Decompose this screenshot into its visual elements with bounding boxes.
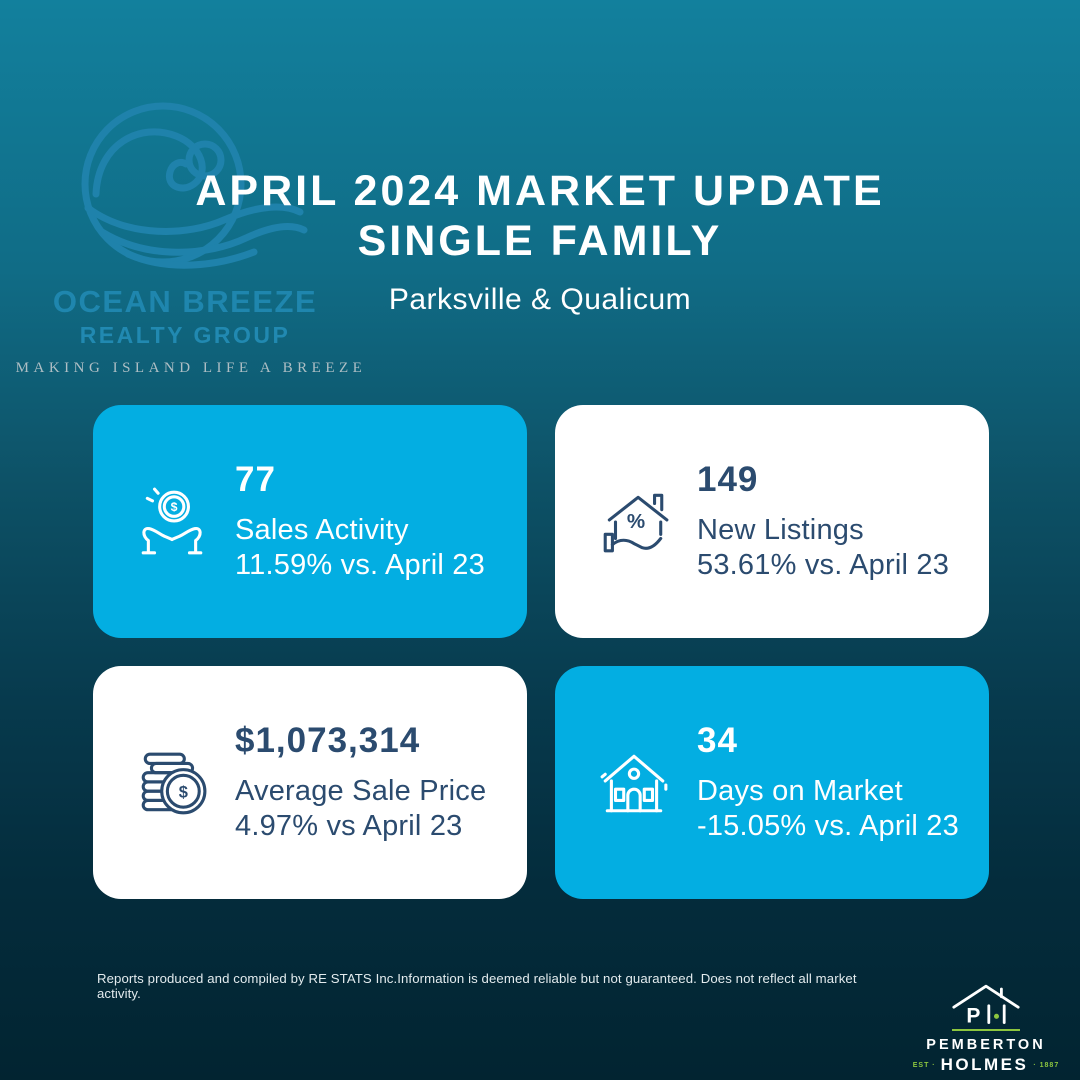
brand-name: OCEAN BREEZE	[52, 284, 318, 319]
stat-value: $1,073,314	[235, 721, 421, 760]
brand-subname: REALTY GROUP	[79, 322, 291, 348]
green-rule	[952, 1029, 1020, 1031]
est-text: EST ·	[912, 1061, 936, 1069]
stat-value: 77	[235, 460, 276, 499]
stat-card-days-on-market: 34 Days on Market -15.05% vs. April 23	[555, 666, 989, 899]
stat-change: 11.59% vs. April 23	[235, 549, 485, 581]
pemberton-text: PEMBERTON	[926, 1037, 1046, 1053]
stat-label: New Listings	[697, 514, 864, 546]
stat-card-average-sale-price: $ $1,073,314 Average Sale Price 4.97% vs…	[93, 666, 527, 899]
header: APRIL 2024 MARKET UPDATE SINGLE FAMILY P…	[0, 166, 1080, 317]
coin-stack-icon: $	[135, 744, 209, 822]
brand-tagline: MAKING ISLAND LIFE A BREEZE	[15, 360, 367, 376]
ocean-breeze-wave-logo-icon	[81, 102, 308, 269]
disclaimer-text: Reports produced and compiled by RE STAT…	[97, 971, 857, 1001]
stat-card-sales-activity: $ 77 Sales Activity 11.59% vs. April 23	[93, 405, 527, 638]
page-subtitle: Parksville & Qualicum	[388, 283, 692, 316]
stat-value: 149	[697, 460, 759, 499]
stat-label: Average Sale Price	[235, 775, 487, 807]
page-title-line2: SINGLE FAMILY	[357, 217, 723, 265]
stat-label: Sales Activity	[235, 514, 409, 546]
svg-text:$: $	[179, 783, 188, 801]
pemberton-holmes-logo: P PEMBERTON EST · HOLMES · 1887 REAL EST…	[906, 980, 1066, 1080]
stat-cards-grid: $ 77 Sales Activity 11.59% vs. April 23	[93, 405, 989, 899]
stat-change: 4.97% vs April 23	[235, 810, 463, 842]
pemberton-house-mark-icon: P	[952, 984, 1020, 1026]
holmes-text: HOLMES	[940, 1055, 1029, 1074]
mark-letter-p: P	[966, 1005, 980, 1026]
stat-change: -15.05% vs. April 23	[697, 810, 959, 842]
svg-text:$: $	[171, 500, 178, 514]
stat-label: Days on Market	[697, 775, 903, 807]
house-icon	[597, 744, 671, 822]
stat-change: 53.61% vs. April 23	[697, 549, 950, 581]
hands-holding-coin-icon: $	[135, 483, 209, 561]
real-estate-text: REAL ESTATE	[906, 1078, 1066, 1080]
stat-card-new-listings: % 149 New Listings 53.61% vs. April 23	[555, 405, 989, 638]
stat-value: 34	[697, 721, 738, 760]
page-title-line1: APRIL 2024 MARKET UPDATE	[195, 167, 885, 215]
year-text: · 1887	[1033, 1061, 1060, 1069]
svg-text:%: %	[627, 510, 645, 533]
house-percent-hand-icon: %	[597, 483, 671, 561]
